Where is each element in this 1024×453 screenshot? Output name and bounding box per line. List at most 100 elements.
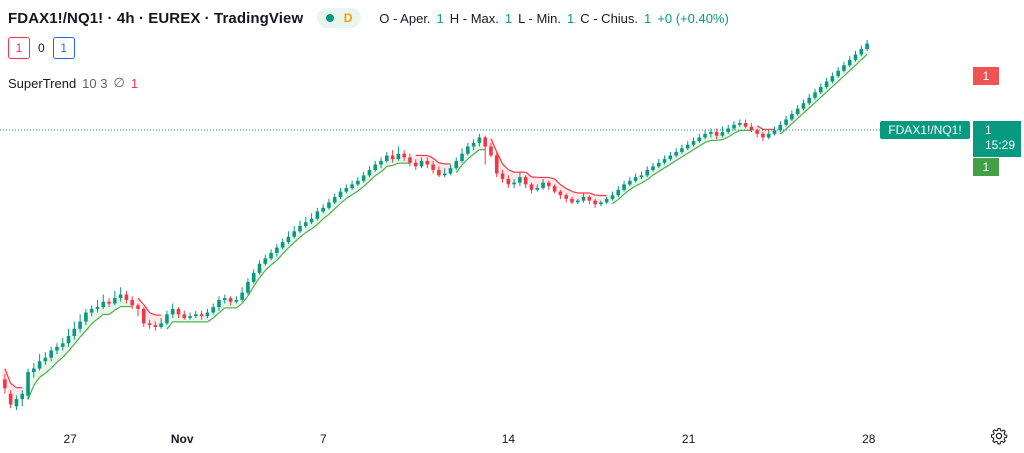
candle-body — [662, 159, 667, 163]
supertrend-up-segment — [334, 202, 341, 210]
candle-body — [141, 308, 146, 324]
candle-up — [373, 160, 378, 172]
candle-up — [575, 198, 580, 205]
candle-body — [489, 146, 493, 156]
candle-up — [286, 231, 291, 244]
spread-value: 0 — [38, 41, 45, 55]
supertrend-up-segment — [843, 70, 851, 77]
candle-up — [315, 207, 320, 221]
supertrend-up-segment — [791, 117, 799, 125]
candle-body — [419, 160, 424, 167]
candle-body — [442, 173, 447, 176]
supertrend-up-segment — [166, 321, 174, 330]
supertrend-up-segment — [322, 213, 330, 220]
candle-up — [778, 121, 783, 133]
supertrend-up-segment — [641, 179, 648, 184]
candle-up — [304, 216, 308, 228]
candle-down — [425, 157, 430, 169]
candle-up — [263, 254, 268, 266]
candle-body — [286, 236, 291, 243]
supertrend-upper-tag: 1 — [973, 67, 999, 85]
candle-body — [199, 314, 204, 317]
candle-body — [84, 312, 88, 322]
candle-up — [819, 83, 823, 95]
candle-up — [66, 328, 71, 347]
candle-body — [113, 298, 117, 304]
supertrend-fill-segment — [598, 195, 605, 204]
supertrend-down-segment — [756, 125, 764, 130]
supertrend-up-segment — [56, 356, 64, 363]
supertrend-fills — [2, 46, 871, 403]
supertrend-up-segment — [45, 367, 52, 374]
candle-body — [853, 54, 858, 60]
candle-up — [60, 337, 65, 351]
sell-button[interactable]: 1 — [8, 37, 30, 59]
supertrend-up-segment — [351, 190, 359, 196]
candle-body — [639, 175, 644, 178]
candle-body — [8, 393, 13, 405]
candle-up — [101, 294, 106, 309]
high-label: H - Max. — [449, 10, 499, 26]
supertrend-up-segment — [623, 189, 631, 195]
indicator-legend[interactable]: SuperTrend 10 3 ∅ 1 — [8, 75, 138, 91]
supertrend-up-segment — [293, 236, 301, 243]
candle-up — [766, 130, 771, 140]
candle-up — [78, 314, 82, 333]
supertrend-fill-segment — [268, 255, 275, 265]
candle-up — [159, 317, 163, 329]
candle-up — [55, 343, 59, 355]
candle-down — [755, 128, 759, 138]
candle-body — [251, 272, 256, 282]
candle-body — [188, 316, 192, 318]
supertrend-fill-segment — [331, 199, 339, 209]
candle-down — [413, 159, 418, 170]
candle-up — [651, 162, 655, 172]
candle-body — [720, 132, 725, 136]
market-status-pill[interactable]: D — [317, 8, 362, 28]
symbol-price-label[interactable]: FDAX1!/NQ1! — [880, 121, 970, 139]
candle-up — [784, 115, 788, 127]
supertrend-up-segment — [698, 141, 706, 147]
candle-body — [523, 177, 528, 185]
candle-down — [489, 142, 493, 158]
candle-down — [176, 307, 181, 318]
candle-down — [431, 160, 435, 174]
supertrend-up-segment — [62, 350, 69, 358]
candle-body — [437, 169, 441, 176]
candle-body — [680, 148, 684, 152]
candle-up — [847, 56, 852, 68]
settings-gear-icon[interactable] — [990, 427, 1008, 445]
candle-body — [379, 160, 383, 165]
buy-button[interactable]: 1 — [52, 37, 75, 59]
candle-body — [228, 298, 233, 302]
candle-body — [697, 137, 702, 142]
candle-body — [49, 350, 53, 358]
candle-body — [431, 164, 435, 170]
supertrend-up-segment — [785, 123, 793, 130]
supertrend-fill-segment — [569, 191, 576, 201]
candle-body — [842, 65, 846, 71]
supertrend-up-segment — [276, 253, 284, 261]
candle-down — [153, 321, 158, 331]
supertrend-up-segment — [270, 259, 278, 266]
candle-up — [338, 188, 343, 199]
symbol-title[interactable]: FDAX1!/NQ1! · 4h · EUREX · TradingView — [8, 9, 304, 27]
supertrend-up-segment — [374, 171, 382, 177]
candle-down — [564, 193, 568, 203]
supertrend-up-segment — [369, 175, 376, 182]
candle-body — [633, 177, 638, 181]
supertrend-fill-segment — [42, 359, 49, 374]
time-axis[interactable]: 27 Nov 7 14 21 28 — [63, 432, 875, 446]
candle-up — [772, 126, 777, 136]
supertrend-fill-segment — [54, 348, 61, 363]
candle-down — [483, 135, 487, 165]
supertrend-fill-segment — [534, 177, 541, 189]
supertrend-down-segment — [4, 368, 12, 384]
candle-up — [581, 193, 586, 203]
candle-body — [147, 323, 152, 326]
candle-body — [309, 218, 314, 223]
candle-body — [165, 314, 169, 324]
candle-body — [43, 357, 48, 362]
candle-body — [338, 191, 343, 198]
